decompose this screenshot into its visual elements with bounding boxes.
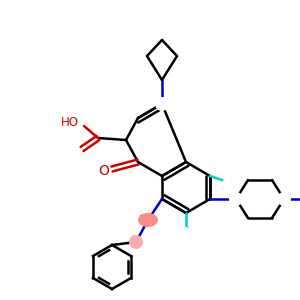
Text: HN: HN xyxy=(139,214,157,226)
Circle shape xyxy=(180,227,192,239)
Text: N: N xyxy=(231,193,241,206)
Text: F: F xyxy=(182,226,190,239)
Circle shape xyxy=(229,192,243,206)
Text: N: N xyxy=(157,98,167,110)
Circle shape xyxy=(277,192,291,206)
Text: HO: HO xyxy=(61,116,79,128)
Circle shape xyxy=(223,176,235,188)
Text: F: F xyxy=(225,176,233,188)
Text: O: O xyxy=(99,164,110,178)
Circle shape xyxy=(129,235,143,249)
Ellipse shape xyxy=(138,213,158,227)
Circle shape xyxy=(155,97,169,111)
Text: N: N xyxy=(279,193,289,206)
